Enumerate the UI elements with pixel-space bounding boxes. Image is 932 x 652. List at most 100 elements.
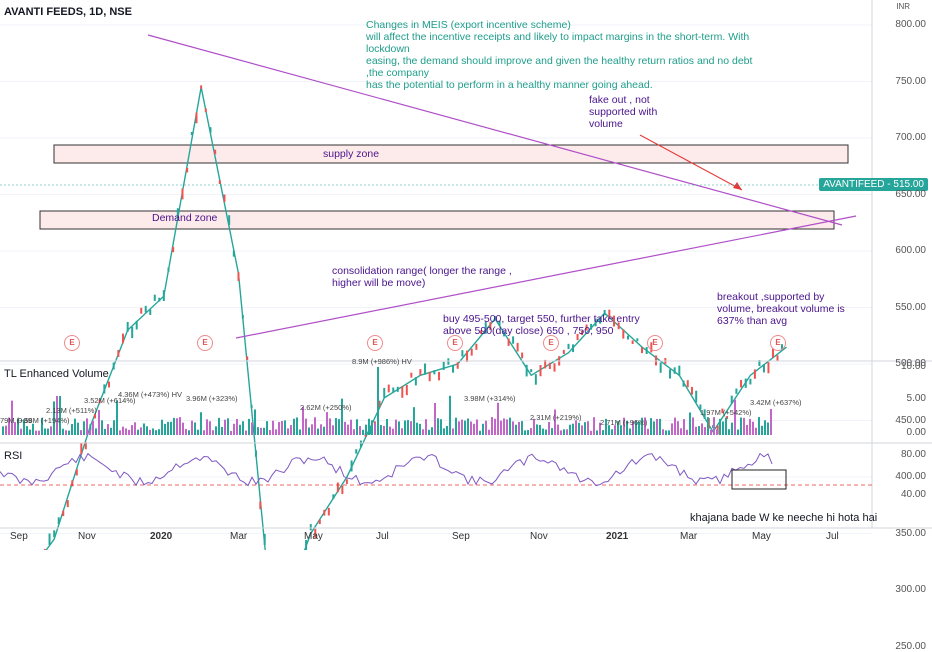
volume-bar xyxy=(557,425,559,435)
volume-bar xyxy=(347,425,349,435)
volume-bar xyxy=(473,424,475,435)
candle xyxy=(572,344,574,352)
candle xyxy=(457,362,459,368)
volume-bar xyxy=(164,424,166,435)
volume-bar xyxy=(350,420,352,435)
candle xyxy=(360,441,362,448)
candle xyxy=(447,358,449,365)
rsi-pane-label[interactable]: RSI xyxy=(4,450,22,462)
volume-bar xyxy=(596,430,598,435)
volume-bar xyxy=(398,421,400,435)
candle xyxy=(383,388,385,398)
fakeout-note: fake out , not supported with volume xyxy=(589,94,657,130)
volume-bar xyxy=(272,421,274,435)
volume-bar xyxy=(383,426,385,435)
earnings-marker[interactable]: E xyxy=(367,335,383,351)
volume-bar xyxy=(251,422,253,435)
candle xyxy=(149,310,151,315)
rsi-note: khajana bade W ke neeche hi hota hai xyxy=(690,512,877,524)
price-tick: 750.00 xyxy=(895,76,926,87)
volume-bar xyxy=(593,417,595,435)
volume-bar xyxy=(137,430,139,435)
volume-bar xyxy=(326,412,328,435)
volume-bar xyxy=(98,410,100,435)
volume-bar xyxy=(425,419,427,435)
volume-bar xyxy=(335,418,337,435)
volume-bar xyxy=(404,420,406,435)
volume-bar xyxy=(656,419,658,435)
earnings-marker[interactable]: E xyxy=(770,335,786,351)
volume-bar xyxy=(539,425,541,435)
candle xyxy=(660,363,662,373)
volume-bar xyxy=(278,422,280,435)
price-tick: 400.00 xyxy=(895,471,926,482)
candle xyxy=(136,321,138,330)
price-tick: 650.00 xyxy=(895,189,926,200)
volume-bar xyxy=(719,419,721,435)
volume-bar xyxy=(182,423,184,435)
volume-bar xyxy=(314,417,316,435)
volume-bar xyxy=(281,421,283,435)
volume-bar xyxy=(443,428,445,435)
earnings-marker[interactable]: E xyxy=(197,335,213,351)
candle xyxy=(415,377,417,385)
time-tick: May xyxy=(752,531,771,542)
volume-bar xyxy=(497,403,499,435)
volume-bar xyxy=(362,430,364,435)
candle xyxy=(401,386,403,398)
candle xyxy=(471,349,473,356)
candle xyxy=(346,479,348,484)
volume-bar xyxy=(392,429,394,435)
earnings-marker[interactable]: E xyxy=(647,335,663,351)
volume-label: 2.71M (+96%) xyxy=(600,418,647,427)
candle xyxy=(76,469,78,475)
candle xyxy=(563,350,565,354)
earnings-marker[interactable]: E xyxy=(447,335,463,351)
rsi-highlight-box xyxy=(732,470,786,489)
volume-bar xyxy=(83,421,85,435)
price-tick: 550.00 xyxy=(895,302,926,313)
candle xyxy=(554,363,556,371)
volume-bar xyxy=(491,417,493,435)
candle xyxy=(219,180,221,184)
volume-bar xyxy=(320,424,322,435)
price-tick: 600.00 xyxy=(895,245,926,256)
consolidation-note: consolidation range( longer the range , … xyxy=(332,265,512,289)
candle xyxy=(655,356,657,366)
volume-bar xyxy=(374,423,376,435)
volume-bar xyxy=(266,421,268,435)
rsi-tick: 80.00 xyxy=(901,449,926,460)
candle xyxy=(433,370,435,374)
candle xyxy=(145,306,147,313)
candle xyxy=(517,343,519,352)
volume-bar xyxy=(488,430,490,435)
earnings-marker[interactable]: E xyxy=(64,335,80,351)
price-tick: 800.00 xyxy=(895,19,926,30)
volume-bar xyxy=(509,418,511,435)
volume-bar xyxy=(500,421,502,435)
candle xyxy=(62,511,64,517)
candle xyxy=(438,372,440,380)
volume-bar xyxy=(749,419,751,435)
volume-bar xyxy=(68,431,70,435)
volume-bar xyxy=(713,417,715,435)
volume-bar xyxy=(20,429,22,435)
volume-bar xyxy=(575,420,577,435)
volume-bar xyxy=(449,396,451,435)
volume-bar xyxy=(158,429,160,435)
volume-bar xyxy=(95,428,97,435)
earnings-marker[interactable]: E xyxy=(543,335,559,351)
volume-bar xyxy=(770,409,772,435)
volume-label: 4.36M (+473%) HV xyxy=(118,390,182,399)
volume-bar xyxy=(227,418,229,435)
candle xyxy=(397,387,399,392)
buy-note: buy 495-500, target 550, further take en… xyxy=(443,313,640,337)
volume-bar xyxy=(113,420,115,435)
volume-pane-label[interactable]: TL Enhanced Volume xyxy=(4,368,109,380)
volume-bar xyxy=(479,431,481,435)
volume-bar xyxy=(674,418,676,435)
candle xyxy=(80,443,82,454)
time-tick: Sep xyxy=(10,531,28,542)
volume-bar xyxy=(704,427,706,435)
volume-bar xyxy=(446,426,448,435)
